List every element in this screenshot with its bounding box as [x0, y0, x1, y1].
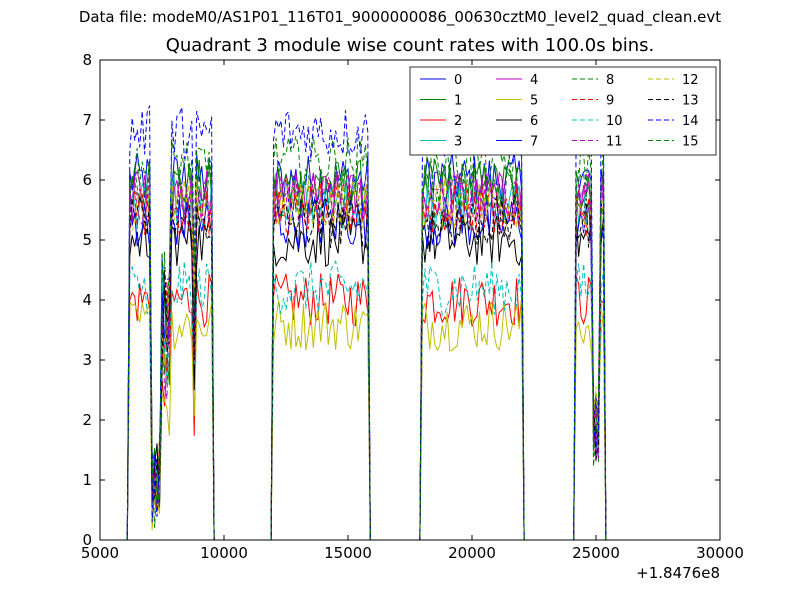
series-layer — [126, 104, 607, 541]
legend-label-5: 5 — [530, 94, 538, 109]
legend-label-11: 11 — [606, 135, 623, 150]
series-line-2 — [126, 273, 607, 541]
legend-label-12: 12 — [682, 73, 699, 88]
x-offset-label: +1.8476e8 — [636, 564, 720, 582]
legend-label-13: 13 — [682, 94, 699, 109]
y-tick-label: 5 — [82, 231, 92, 249]
y-tick-label: 0 — [82, 531, 92, 549]
figure-suptitle: Data file: modeM0/AS1P01_116T01_90000000… — [78, 8, 722, 26]
legend-label-14: 14 — [682, 114, 699, 129]
y-tick-label: 4 — [82, 291, 92, 309]
series-line-5 — [126, 299, 607, 541]
x-tick-label: 30000 — [696, 544, 744, 562]
legend-label-8: 8 — [606, 73, 614, 88]
legend-label-1: 1 — [454, 94, 462, 109]
legend-label-4: 4 — [530, 73, 538, 88]
legend-label-10: 10 — [606, 114, 623, 129]
series-line-6 — [126, 213, 607, 541]
chart-title: Quadrant 3 module wise count rates with … — [165, 35, 655, 56]
y-tick-label: 2 — [82, 411, 92, 429]
y-tick-label: 3 — [82, 351, 92, 369]
series-line-10 — [126, 259, 607, 541]
legend-label-3: 3 — [454, 135, 462, 150]
series-line-13 — [126, 195, 607, 541]
series-line-12 — [126, 177, 607, 541]
legend-label-2: 2 — [454, 114, 462, 129]
x-tick-label: 20000 — [448, 544, 496, 562]
x-tick-label: 25000 — [572, 544, 620, 562]
x-tick-label: 5000 — [81, 544, 119, 562]
legend-label-7: 7 — [530, 135, 538, 150]
legend-label-0: 0 — [454, 73, 462, 88]
series-line-11 — [126, 170, 607, 541]
legend-label-6: 6 — [530, 114, 538, 129]
x-tick-label: 15000 — [324, 544, 372, 562]
legend-label-9: 9 — [606, 94, 614, 109]
y-tick-label: 7 — [82, 111, 92, 129]
axis-ticks: 5000 10000 15000 20000 25000 30000012345678+1… — [81, 51, 744, 582]
y-tick-label: 1 — [82, 471, 92, 489]
legend-label-15: 15 — [682, 135, 699, 150]
series-line-9 — [126, 182, 607, 541]
x-tick-label: 10000 — [200, 544, 248, 562]
y-tick-label: 8 — [82, 51, 92, 69]
y-tick-label: 6 — [82, 171, 92, 189]
